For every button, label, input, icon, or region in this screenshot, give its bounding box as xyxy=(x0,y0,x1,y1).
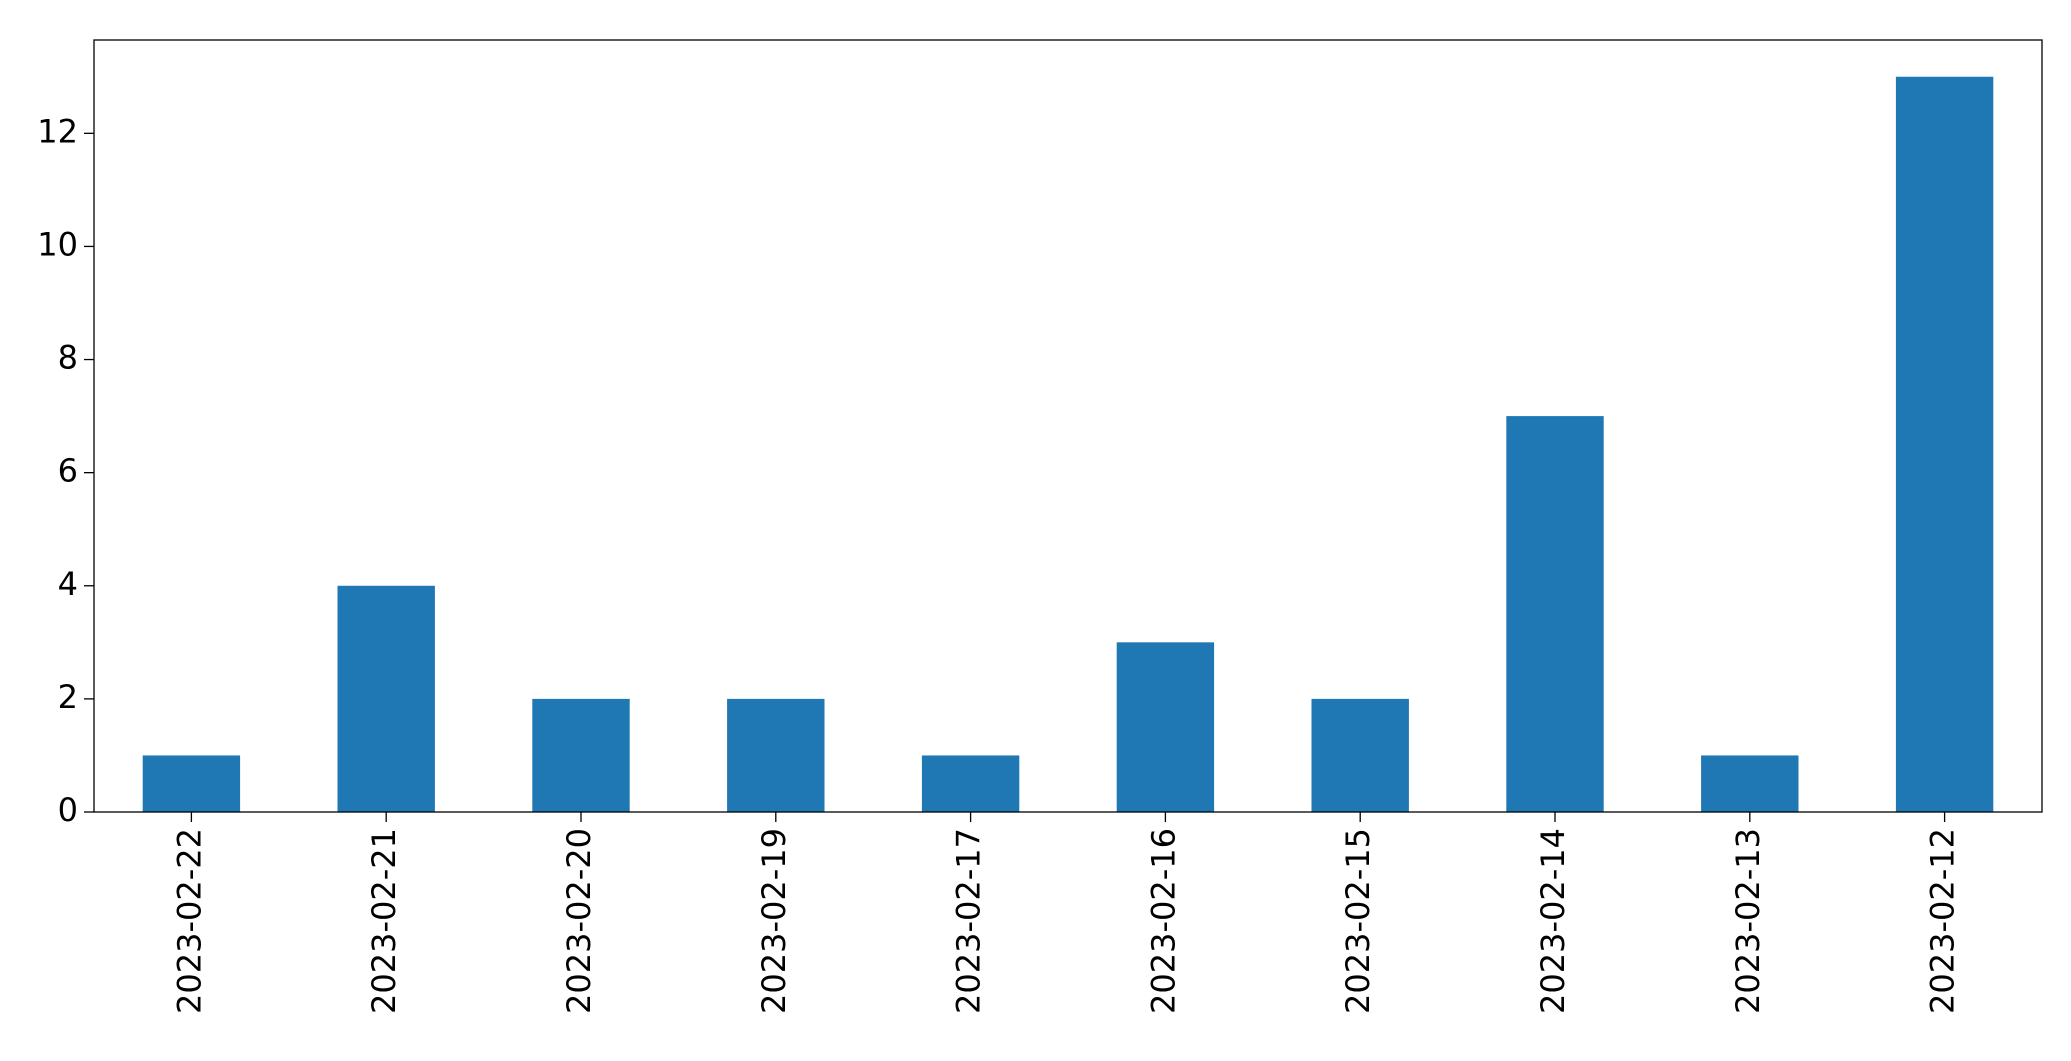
bar xyxy=(1116,642,1215,812)
bar xyxy=(532,698,630,812)
x-tick-label: 2023-02-13 xyxy=(1729,828,1767,1014)
bar xyxy=(1895,76,1994,812)
x-tick-label: 2023-02-20 xyxy=(560,828,598,1014)
bar xyxy=(1506,416,1604,812)
bar xyxy=(142,755,241,812)
bar xyxy=(727,698,825,812)
x-tick-label: 2023-02-12 xyxy=(1924,828,1962,1014)
y-tick-label: 10 xyxy=(37,225,78,263)
x-tick-label: 2023-02-22 xyxy=(170,828,208,1014)
y-tick-label: 4 xyxy=(58,565,78,603)
y-tick-label: 6 xyxy=(58,452,78,490)
bar xyxy=(921,755,1020,812)
plot-frame xyxy=(93,39,2043,813)
x-tick-label: 2023-02-17 xyxy=(950,828,988,1014)
y-tick-label: 2 xyxy=(58,678,78,716)
x-tick-label: 2023-02-19 xyxy=(755,828,793,1014)
bar xyxy=(337,585,435,812)
bar xyxy=(1311,698,1409,812)
x-tick-label: 2023-02-21 xyxy=(365,828,403,1014)
y-tick-label: 12 xyxy=(37,112,78,150)
y-tick-label: 0 xyxy=(58,791,78,829)
x-tick-label: 2023-02-14 xyxy=(1534,828,1572,1014)
bar xyxy=(1701,755,1799,812)
y-tick-label: 8 xyxy=(58,339,78,377)
x-tick-label: 2023-02-15 xyxy=(1339,828,1377,1014)
x-tick-label: 2023-02-16 xyxy=(1144,828,1182,1014)
